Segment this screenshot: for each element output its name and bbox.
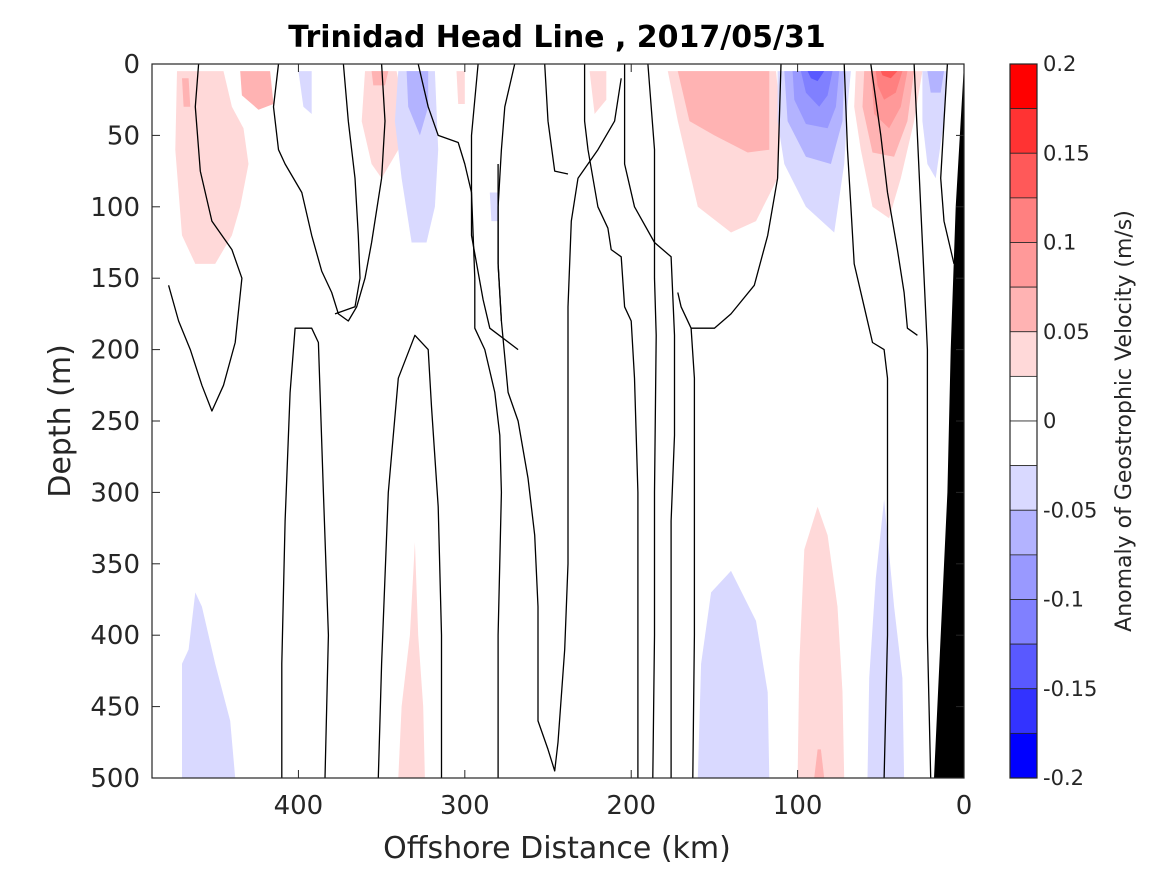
filled-region-blue-18	[922, 71, 948, 179]
filled-region-pink-350	[361, 71, 404, 179]
filled-region-blue-90-l4	[800, 71, 833, 107]
filled-region-pink-50-l5	[880, 71, 898, 79]
colorbar-frame	[1009, 63, 1038, 779]
colorbar: 0.2 0.15 0.1 0.05 0 -0.05 -0.1 -0.15 -0.2	[1009, 52, 1097, 790]
filled-region-blue-282	[489, 192, 499, 222]
filled-region-blue-48-deep	[867, 499, 905, 778]
colorbar-tick-label: -0.15	[1043, 677, 1097, 701]
colorbar-tick-label: -0.05	[1043, 498, 1097, 522]
filled-region-blue-140-deep	[697, 570, 770, 778]
y-tick-label: 100	[90, 193, 140, 223]
seafloor-shape	[934, 64, 964, 778]
x-tick-label: 100	[773, 791, 823, 821]
contour-line-c1	[167, 63, 243, 412]
contour-line-c15	[691, 63, 782, 329]
x-tick-label: 0	[956, 791, 973, 821]
y-tick-label: 500	[90, 764, 140, 794]
x-axis-label: Offshore Distance (km)	[383, 831, 731, 866]
contour-line-c2	[272, 63, 386, 322]
x-tick-label: 300	[440, 791, 490, 821]
colorbar-tick-label: 0	[1043, 409, 1056, 433]
contour-line-c17	[870, 63, 918, 336]
contour-line-c7	[470, 63, 519, 351]
colorbar-segment	[1009, 108, 1038, 154]
filled-region-pink-85-deep	[797, 506, 845, 778]
colorbar-tick-label: 0.2	[1043, 52, 1076, 76]
contour-line-c14	[677, 292, 696, 779]
y-tick-label: 50	[107, 121, 140, 151]
filled-region-pink-50-l4	[875, 71, 903, 100]
filled-region-blue-398	[298, 71, 312, 114]
colorbar-tick-label: 0.1	[1043, 231, 1076, 255]
y-tick-label: 0	[123, 50, 140, 80]
colorbar-segment	[1009, 643, 1038, 690]
contour-line-c12	[623, 64, 676, 778]
filled-region-blue-90-l5	[807, 71, 825, 82]
colorbar-segment	[1009, 197, 1038, 243]
filled-region-pink-220	[589, 71, 607, 114]
filled-contours	[175, 71, 948, 778]
colorbar-segment	[1009, 375, 1038, 422]
x-tick-label: 400	[274, 791, 324, 821]
y-tick-label: 450	[90, 693, 140, 723]
contour-line-c6	[417, 63, 503, 778]
contour-line-c5	[377, 334, 443, 779]
contour-line-c9	[497, 78, 622, 772]
colorbar-tick-label: 0.05	[1043, 320, 1090, 344]
colorbar-segment	[1009, 63, 1038, 110]
filled-region-pink-450	[175, 71, 249, 264]
contour-line-c11	[583, 64, 639, 778]
filled-region-blue-328	[394, 71, 439, 243]
colorbar-segment	[1009, 331, 1038, 377]
colorbar-segment	[1009, 152, 1038, 199]
colorbar-segment	[1009, 554, 1038, 600]
y-tick-label: 350	[90, 550, 140, 580]
filled-region-blue-455-deep	[182, 592, 236, 778]
zero-contour-lines	[167, 63, 955, 779]
filled-region-pink-85-deep-inner	[814, 749, 825, 778]
colorbar-segment	[1009, 509, 1038, 556]
colorbar-tick-label: -0.2	[1043, 766, 1084, 790]
contour-line-c3	[334, 63, 361, 315]
filled-region-pink-145-mid	[677, 71, 770, 153]
filled-region-pink-350-inner	[371, 71, 389, 86]
contour-line-c4	[281, 327, 330, 779]
colorbar-tick-label: 0.15	[1043, 141, 1090, 165]
bathymetry-layer	[934, 64, 964, 778]
contour-line-c13	[647, 63, 657, 779]
y-axis-label: Depth (m)	[43, 344, 78, 498]
filled-region-blue-18-inner	[927, 71, 944, 93]
x-tick-label: 200	[606, 791, 656, 821]
chart-title: Trinidad Head Line , 2017/05/31	[288, 20, 825, 55]
colorbar-segment	[1009, 465, 1038, 511]
y-tick-label: 300	[90, 478, 140, 508]
filled-region-pink-302	[456, 71, 465, 104]
colorbar-tick-label: -0.1	[1043, 588, 1084, 612]
filled-region-blue-328-inner	[406, 71, 429, 136]
colorbar-segment	[1009, 688, 1038, 734]
colorbar-segment	[1009, 599, 1038, 645]
y-tick-label: 250	[90, 407, 140, 437]
y-tick-label: 200	[90, 336, 140, 366]
colorbar-label: Anomaly of Geostrophic Velocity (m/s)	[1112, 210, 1137, 632]
colorbar-segment	[1009, 286, 1038, 333]
x-axis: 400 300 200 100 0	[274, 64, 973, 821]
y-tick-label: 400	[90, 621, 140, 651]
colorbar-segment	[1009, 242, 1038, 288]
filled-region-pink-425	[240, 71, 274, 110]
filled-region-pink-328-deep	[398, 542, 425, 778]
colorbar-segment	[1009, 732, 1038, 779]
contour-line-c10	[544, 63, 569, 175]
colorbar-segment	[1009, 420, 1038, 467]
filled-region-pink-470	[182, 78, 191, 107]
y-axis: 0 50 100 150 200 250 300 350 400 450 500	[90, 50, 964, 794]
contour-line-c19	[940, 63, 955, 265]
contour-line-c18	[913, 63, 932, 779]
y-tick-label: 150	[90, 264, 140, 294]
contour-line-c16	[843, 63, 889, 779]
